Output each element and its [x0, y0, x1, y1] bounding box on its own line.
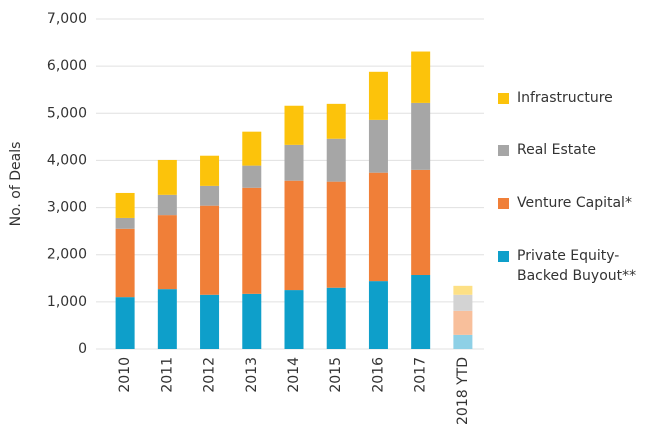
legend-item: Venture Capital* — [498, 193, 655, 213]
y-tick-label: 6,000 — [47, 58, 87, 74]
bar-segment — [368, 281, 388, 349]
bar-segment — [411, 102, 431, 170]
y-tick-label: 0 — [78, 341, 87, 357]
bar-segment — [326, 287, 346, 349]
bar-segment — [242, 187, 262, 294]
x-tick-label: 2010 — [117, 357, 133, 393]
bar-segment — [115, 192, 135, 218]
legend-swatch — [498, 93, 509, 104]
bar-segment — [368, 172, 388, 282]
bar-segment — [115, 217, 135, 229]
bar-segment — [200, 185, 220, 206]
bar-segment — [368, 119, 388, 173]
legend-swatch — [498, 145, 509, 156]
y-tick-label: 7,000 — [47, 11, 87, 27]
bar-segment — [200, 155, 220, 186]
bar-segment — [157, 215, 177, 290]
bar-segment — [453, 294, 473, 311]
bar-segment — [284, 180, 304, 291]
bar-segment — [284, 290, 304, 349]
legend-label: Infrastructure — [517, 90, 613, 106]
x-tick-label: 2011 — [159, 357, 175, 393]
bar-segment — [157, 159, 177, 195]
x-tick-label: 2015 — [328, 357, 344, 393]
bar-segment — [326, 181, 346, 288]
legend-item: Real Estate — [498, 140, 655, 160]
x-tick-label: 2016 — [370, 357, 386, 393]
bar-segment — [157, 194, 177, 216]
y-tick-label: 3,000 — [47, 200, 87, 216]
bar-segment — [200, 205, 220, 295]
legend-item: Infrastructure — [498, 88, 655, 108]
bar-segment — [411, 51, 431, 103]
legend-label: Real Estate — [517, 142, 596, 158]
bar-segment — [242, 165, 262, 188]
legend-swatch — [498, 198, 509, 209]
legend-label: Private Equity-Backed Buyout** — [517, 248, 637, 284]
bar-segment — [242, 293, 262, 349]
bar-segment — [453, 334, 473, 349]
y-tick-label: 2,000 — [47, 247, 87, 263]
x-tick-label: 2018 YTD — [455, 357, 471, 425]
y-tick-label: 1,000 — [47, 294, 87, 310]
bar-segment — [326, 138, 346, 182]
bar-segment — [242, 131, 262, 166]
bar-segment — [368, 71, 388, 120]
bar-segment — [411, 169, 431, 275]
bar-segment — [453, 310, 473, 335]
y-tick-label: 5,000 — [47, 105, 87, 121]
x-tick-label: 2014 — [286, 357, 302, 393]
bar-segment — [411, 274, 431, 349]
y-axis-title: No. of Deals — [8, 142, 24, 227]
bar-segment — [453, 285, 473, 295]
x-tick-label: 2017 — [413, 357, 429, 393]
bar-segment — [326, 103, 346, 139]
legend-item: Private Equity-Backed Buyout** — [498, 246, 655, 286]
bar-segment — [284, 105, 304, 145]
bar-segment — [157, 289, 177, 349]
bar-segment — [115, 228, 135, 298]
x-tick-label: 2013 — [244, 357, 260, 393]
bar-segment — [284, 144, 304, 181]
x-tick-label: 2012 — [202, 357, 218, 393]
legend-swatch — [498, 251, 509, 262]
bar-segment — [115, 297, 135, 349]
legend-label: Venture Capital* — [517, 195, 632, 211]
y-tick-label: 4,000 — [47, 152, 87, 168]
bar-segment — [200, 294, 220, 349]
